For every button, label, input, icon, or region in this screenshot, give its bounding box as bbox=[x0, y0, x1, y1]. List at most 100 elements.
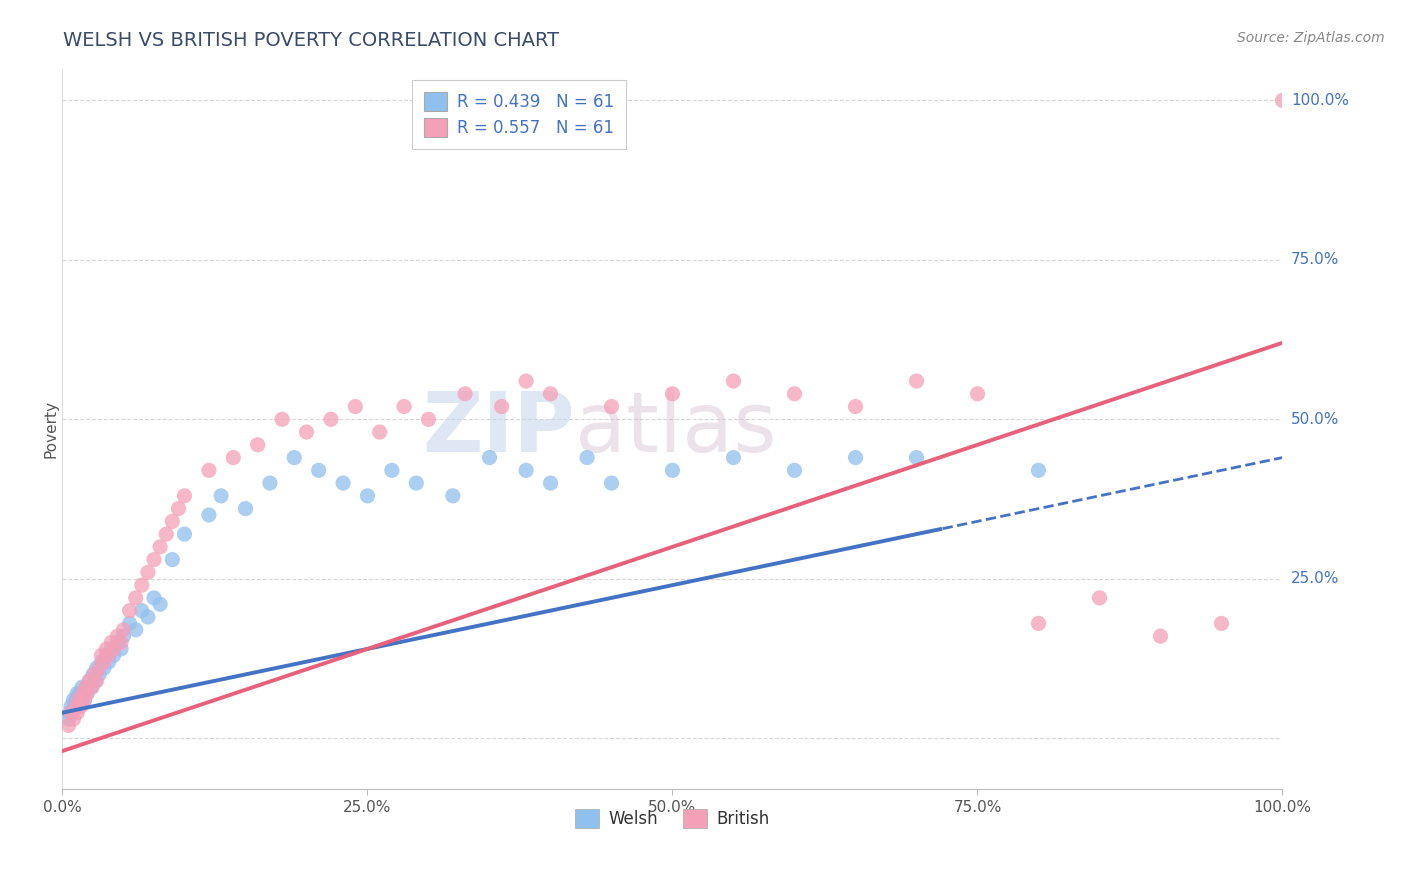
Point bbox=[167, 501, 190, 516]
Point bbox=[59, 706, 82, 720]
Y-axis label: Poverty: Poverty bbox=[44, 400, 59, 458]
Point bbox=[67, 693, 90, 707]
Point bbox=[60, 706, 83, 720]
Point bbox=[125, 623, 148, 637]
Point bbox=[105, 635, 128, 649]
Point bbox=[136, 610, 159, 624]
Point bbox=[118, 616, 141, 631]
Point bbox=[97, 648, 120, 663]
Point bbox=[149, 540, 172, 554]
Point bbox=[319, 412, 342, 426]
Point bbox=[60, 699, 83, 714]
Point bbox=[58, 718, 80, 732]
Point bbox=[136, 566, 159, 580]
Point bbox=[110, 641, 132, 656]
Point bbox=[1271, 94, 1294, 108]
Point bbox=[515, 374, 537, 388]
Point bbox=[62, 712, 84, 726]
Point bbox=[155, 527, 177, 541]
Point bbox=[246, 438, 269, 452]
Point bbox=[69, 693, 91, 707]
Point bbox=[66, 706, 89, 720]
Text: atlas: atlas bbox=[575, 388, 776, 469]
Point bbox=[70, 680, 93, 694]
Point bbox=[661, 463, 683, 477]
Point bbox=[110, 635, 132, 649]
Point bbox=[905, 374, 928, 388]
Point bbox=[75, 680, 97, 694]
Point bbox=[82, 667, 104, 681]
Point bbox=[271, 412, 294, 426]
Point bbox=[96, 648, 118, 663]
Point bbox=[283, 450, 305, 465]
Point bbox=[418, 412, 440, 426]
Point bbox=[356, 489, 378, 503]
Point bbox=[844, 450, 866, 465]
Text: ZIP: ZIP bbox=[422, 388, 575, 469]
Point bbox=[173, 489, 195, 503]
Point bbox=[162, 552, 184, 566]
Point bbox=[844, 400, 866, 414]
Point bbox=[65, 693, 87, 707]
Point bbox=[86, 673, 108, 688]
Point bbox=[76, 687, 98, 701]
Point bbox=[103, 641, 125, 656]
Point bbox=[131, 578, 153, 592]
Point bbox=[966, 386, 988, 401]
Point bbox=[90, 648, 112, 663]
Point bbox=[93, 655, 115, 669]
Point bbox=[222, 450, 245, 465]
Point bbox=[84, 673, 107, 688]
Point bbox=[73, 693, 96, 707]
Point bbox=[93, 661, 115, 675]
Point bbox=[62, 693, 84, 707]
Point bbox=[295, 425, 318, 439]
Point bbox=[540, 386, 562, 401]
Point bbox=[1088, 591, 1111, 605]
Point bbox=[87, 661, 110, 675]
Point bbox=[65, 699, 87, 714]
Point bbox=[70, 687, 93, 701]
Point bbox=[441, 489, 464, 503]
Point bbox=[63, 699, 86, 714]
Point bbox=[783, 463, 806, 477]
Point bbox=[162, 514, 184, 528]
Point bbox=[576, 450, 599, 465]
Point bbox=[79, 673, 101, 688]
Point bbox=[454, 386, 477, 401]
Point bbox=[149, 597, 172, 611]
Point bbox=[72, 687, 94, 701]
Point bbox=[405, 476, 427, 491]
Point bbox=[661, 386, 683, 401]
Point bbox=[905, 450, 928, 465]
Point bbox=[79, 673, 101, 688]
Point bbox=[1211, 616, 1233, 631]
Point bbox=[58, 712, 80, 726]
Point bbox=[515, 463, 537, 477]
Point bbox=[1149, 629, 1171, 643]
Point bbox=[368, 425, 391, 439]
Point bbox=[118, 604, 141, 618]
Point bbox=[198, 508, 221, 522]
Point bbox=[86, 661, 108, 675]
Point bbox=[80, 680, 103, 694]
Point bbox=[723, 450, 745, 465]
Point bbox=[143, 591, 166, 605]
Point bbox=[112, 629, 135, 643]
Point bbox=[344, 400, 367, 414]
Point bbox=[540, 476, 562, 491]
Point bbox=[83, 667, 105, 681]
Point bbox=[67, 699, 90, 714]
Text: 100.0%: 100.0% bbox=[1291, 93, 1348, 108]
Point bbox=[80, 680, 103, 694]
Point bbox=[76, 687, 98, 701]
Point bbox=[143, 552, 166, 566]
Point bbox=[392, 400, 415, 414]
Point bbox=[75, 680, 97, 694]
Point bbox=[259, 476, 281, 491]
Point bbox=[96, 641, 118, 656]
Point bbox=[308, 463, 330, 477]
Point bbox=[491, 400, 513, 414]
Text: WELSH VS BRITISH POVERTY CORRELATION CHART: WELSH VS BRITISH POVERTY CORRELATION CHA… bbox=[63, 31, 560, 50]
Text: Source: ZipAtlas.com: Source: ZipAtlas.com bbox=[1237, 31, 1385, 45]
